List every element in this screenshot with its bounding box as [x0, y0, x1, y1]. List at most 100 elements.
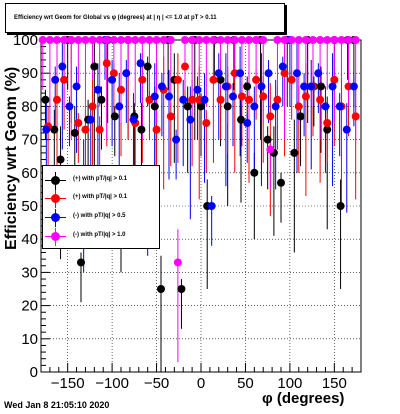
data-point-series-2: [236, 69, 245, 78]
legend-label-1: (+) with pT/|q| > 0.1: [73, 194, 128, 200]
data-point-series-0: [296, 112, 305, 121]
x-tick-label: −50: [144, 375, 169, 392]
data-point-series-2: [328, 82, 337, 91]
data-point-series-0: [237, 115, 245, 124]
data-point-series-1: [74, 119, 83, 127]
data-point-series-3: [230, 36, 239, 44]
y-tick-label: 20: [21, 298, 38, 315]
data-point-series-1: [109, 69, 118, 78]
data-point-series-3: [195, 36, 204, 44]
data-point-series-1: [259, 92, 268, 101]
data-point-series-2: [86, 115, 95, 124]
data-point-series-2: [108, 75, 117, 84]
data-point-series-2: [257, 82, 266, 91]
data-point-series-3: [245, 36, 253, 44]
data-point-series-2: [221, 82, 230, 91]
data-point-series-3: [166, 36, 175, 44]
data-point-series-0: [50, 125, 59, 134]
x-tick-label: 50: [237, 375, 254, 392]
data-point-series-2: [207, 202, 216, 210]
x-axis-label: φ (degrees): [262, 390, 345, 407]
data-point-series-3: [330, 36, 339, 44]
data-point-series-0: [317, 82, 325, 91]
data-point-series-1: [117, 85, 125, 94]
legend-entry-3: (-) with pT/|q| > 1.0: [43, 228, 159, 246]
y-tick-label: 70: [21, 132, 38, 149]
data-point-series-3: [216, 36, 225, 44]
data-point-series-2: [271, 102, 280, 111]
y-axis-label: Efficiency wrt Geom (%): [3, 66, 20, 250]
data-point-series-1: [202, 119, 211, 127]
data-point-series-2: [58, 62, 67, 71]
data-point-series-3: [294, 36, 303, 44]
data-point-series-2: [72, 82, 81, 91]
data-point-series-1: [323, 119, 332, 127]
data-point-series-2: [307, 82, 316, 91]
data-point-series-1: [166, 112, 175, 121]
y-tick-label: 80: [21, 98, 38, 115]
data-point-series-1: [351, 112, 360, 121]
data-point-series-2: [51, 75, 60, 84]
data-point-series-2: [115, 102, 124, 111]
data-point-series-0: [277, 178, 285, 187]
data-point-series-3: [188, 36, 197, 44]
data-point-series-3: [280, 36, 289, 44]
data-point-series-3: [95, 36, 104, 44]
data-point-series-3: [109, 36, 118, 44]
data-point-series-2: [229, 92, 237, 101]
data-point-series-0: [216, 75, 225, 84]
data-point-series-0: [336, 202, 345, 210]
legend-label-3: (-) with pT/|q| > 1.0: [73, 232, 126, 238]
data-point-series-0: [143, 62, 152, 71]
data-point-series-1: [294, 102, 303, 111]
data-point-series-3: [159, 36, 168, 44]
legend: (+) with pT/|q| > 0.1 (+) with pT/|q| > …: [42, 165, 160, 249]
data-point-series-3: [53, 36, 61, 44]
y-tick-label: 100: [13, 32, 38, 49]
data-point-series-2: [200, 95, 209, 104]
data-point-series-2: [321, 102, 330, 111]
data-point-series-3: [45, 36, 54, 44]
data-point-series-3: [259, 36, 268, 44]
data-point-series-3: [301, 36, 310, 44]
data-point-series-0: [70, 128, 79, 137]
data-point-series-2: [42, 125, 51, 134]
data-point-series-3: [287, 36, 296, 44]
data-point-series-0: [250, 168, 259, 177]
data-point-series-2: [122, 69, 131, 78]
data-point-series-3: [88, 36, 97, 44]
data-point-series-3: [131, 36, 140, 44]
y-tick-label: 40: [21, 231, 38, 248]
datestamp: Wed Jan 8 21:05:10 2020: [4, 400, 110, 410]
data-point-series-2: [165, 92, 173, 101]
data-point-series-3: [309, 36, 317, 44]
data-point-series-3: [102, 36, 111, 44]
data-point-series-0: [110, 112, 119, 121]
legend-entry-2: (-) with pT/|q| > 0.5: [43, 209, 159, 227]
data-point-series-3: [181, 36, 189, 44]
data-point-series-1: [252, 75, 261, 84]
data-point-series-1: [181, 62, 189, 71]
data-point-series-3: [252, 36, 261, 44]
data-point-series-3: [273, 36, 282, 44]
data-point-series-3: [74, 36, 83, 44]
x-tick-label: 150: [322, 375, 347, 392]
data-point-series-2: [65, 102, 74, 111]
data-point-series-3: [173, 258, 182, 267]
data-point-series-1: [287, 75, 296, 84]
data-point-series-2: [342, 125, 351, 134]
data-point-series-2: [278, 62, 287, 71]
y-tick-label: 90: [21, 65, 38, 82]
data-point-series-3: [202, 36, 211, 44]
data-point-series-2: [250, 102, 259, 111]
data-point-series-3: [316, 36, 325, 44]
data-point-series-0: [56, 155, 65, 164]
data-point-series-1: [280, 69, 289, 78]
data-point-series-0: [137, 125, 146, 134]
data-point-series-1: [330, 75, 339, 84]
data-point-series-2: [150, 92, 159, 101]
data-point-series-1: [316, 95, 325, 104]
data-point-series-0: [77, 258, 85, 267]
legend-label-2: (-) with pT/|q| > 0.5: [73, 213, 126, 219]
data-point-series-2: [93, 85, 102, 94]
